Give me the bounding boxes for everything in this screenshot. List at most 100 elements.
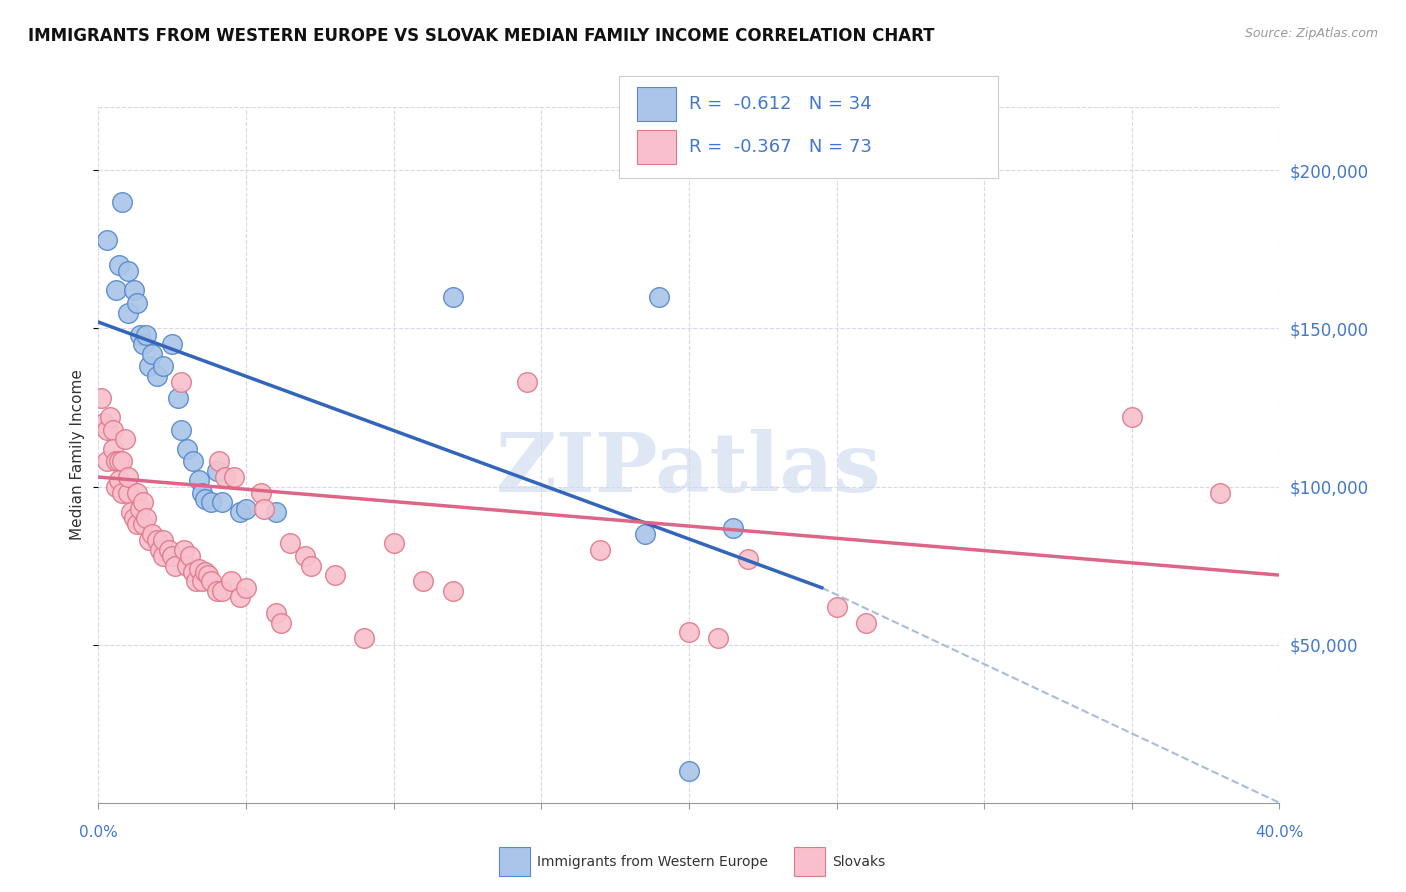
Point xyxy=(219,574,242,589)
Point xyxy=(181,565,204,579)
Y-axis label: Median Family Income: Median Family Income xyxy=(70,369,86,541)
Point xyxy=(179,549,201,563)
Point xyxy=(235,501,257,516)
Point xyxy=(197,568,219,582)
Point xyxy=(589,542,612,557)
Point xyxy=(353,632,375,646)
Point xyxy=(105,454,128,468)
Text: Source: ZipAtlas.com: Source: ZipAtlas.com xyxy=(1244,27,1378,40)
Point xyxy=(132,337,155,351)
Text: Slovaks: Slovaks xyxy=(832,855,886,869)
Point xyxy=(111,194,134,209)
Point xyxy=(205,583,228,598)
Point xyxy=(250,486,273,500)
Point xyxy=(125,486,148,500)
Point xyxy=(146,368,169,383)
Point xyxy=(105,479,128,493)
Point xyxy=(214,470,236,484)
Point xyxy=(235,581,257,595)
Point xyxy=(162,549,183,563)
Point xyxy=(515,375,537,389)
Point xyxy=(105,284,128,298)
Point xyxy=(382,536,405,550)
Point xyxy=(270,615,292,630)
Point xyxy=(132,495,155,509)
Point xyxy=(294,549,316,563)
Point xyxy=(146,533,169,548)
Point xyxy=(90,391,112,405)
Point xyxy=(412,574,434,589)
Point xyxy=(132,517,155,532)
Point xyxy=(187,562,209,576)
Point xyxy=(723,521,745,535)
Point xyxy=(200,495,222,509)
Point xyxy=(165,558,187,573)
Text: R =  -0.612   N = 34: R = -0.612 N = 34 xyxy=(689,95,872,113)
Point xyxy=(633,527,655,541)
Point xyxy=(678,625,700,640)
Point xyxy=(108,258,131,272)
Point xyxy=(825,599,848,614)
Point xyxy=(111,454,134,468)
Point xyxy=(96,454,118,468)
Point xyxy=(125,296,148,310)
Point xyxy=(170,423,193,437)
Point xyxy=(176,558,198,573)
Point xyxy=(135,511,157,525)
Point xyxy=(103,423,125,437)
Point xyxy=(111,486,134,500)
Point xyxy=(229,591,252,605)
Point xyxy=(120,505,142,519)
Point xyxy=(224,470,246,484)
Text: ZIPatlas: ZIPatlas xyxy=(496,429,882,508)
Point xyxy=(176,442,198,456)
Point xyxy=(98,409,121,424)
Point xyxy=(1121,409,1143,424)
Point xyxy=(93,417,115,431)
Point xyxy=(194,492,217,507)
Point xyxy=(737,552,759,566)
Text: Immigrants from Western Europe: Immigrants from Western Europe xyxy=(537,855,768,869)
Point xyxy=(1209,486,1232,500)
Text: IMMIGRANTS FROM WESTERN EUROPE VS SLOVAK MEDIAN FAMILY INCOME CORRELATION CHART: IMMIGRANTS FROM WESTERN EUROPE VS SLOVAK… xyxy=(28,27,935,45)
Point xyxy=(152,533,174,548)
Point xyxy=(208,454,231,468)
Point xyxy=(141,347,163,361)
Point xyxy=(117,305,139,319)
Point xyxy=(187,473,209,487)
Point xyxy=(128,327,150,342)
Point xyxy=(103,442,125,456)
Point xyxy=(149,542,172,557)
Point xyxy=(108,454,131,468)
Point xyxy=(157,542,180,557)
Point xyxy=(229,505,252,519)
Point xyxy=(855,615,877,630)
Point xyxy=(122,511,145,525)
Point xyxy=(194,565,217,579)
Point xyxy=(441,583,464,598)
Point xyxy=(205,464,228,478)
Point xyxy=(200,574,222,589)
Point xyxy=(128,501,150,516)
Point xyxy=(152,549,174,563)
Point xyxy=(299,558,322,573)
Point xyxy=(117,470,139,484)
Point xyxy=(170,375,193,389)
Point xyxy=(707,632,730,646)
Point xyxy=(441,290,464,304)
Point xyxy=(96,233,118,247)
Point xyxy=(678,764,700,779)
Point xyxy=(117,264,139,278)
Point xyxy=(264,606,287,620)
Point xyxy=(173,542,195,557)
Text: 0.0%: 0.0% xyxy=(79,825,118,840)
Point xyxy=(648,290,671,304)
Point xyxy=(114,432,136,446)
Point xyxy=(264,505,287,519)
Point xyxy=(184,574,207,589)
Point xyxy=(141,527,163,541)
Point xyxy=(117,486,139,500)
Point xyxy=(108,473,131,487)
Point xyxy=(135,327,157,342)
Point xyxy=(211,495,233,509)
